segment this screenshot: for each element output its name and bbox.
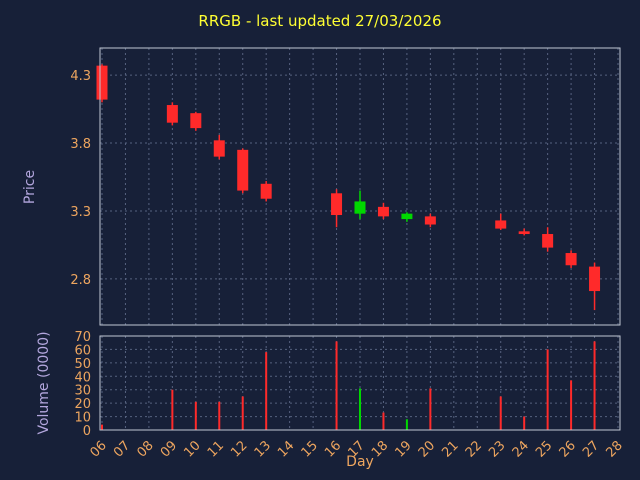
- day-tick-label: 25: [533, 438, 555, 460]
- day-tick-label: 27: [580, 438, 602, 460]
- day-tick-label: 15: [299, 438, 321, 460]
- day-tick-label: 13: [252, 438, 274, 460]
- day-tick-label: 16: [322, 438, 344, 460]
- volume-tick-label: 50: [74, 357, 91, 372]
- chart-title: RRGB - last updated 27/03/2026: [198, 12, 442, 30]
- volume-tick-label: 20: [74, 397, 91, 412]
- day-tick-label: 10: [181, 438, 203, 460]
- volume-tick-label: 40: [74, 370, 91, 385]
- volume-tick-label: 70: [74, 330, 91, 345]
- day-tick-label: 09: [158, 438, 180, 460]
- day-tick-label: 24: [510, 438, 532, 460]
- volume-tick-label: 0: [83, 424, 91, 439]
- volume-tick-label: 10: [74, 411, 91, 426]
- price-axis-label: Price: [22, 170, 38, 204]
- volume-tick-label: 60: [74, 343, 91, 358]
- day-tick-label: 21: [439, 438, 461, 460]
- day-tick-label: 14: [275, 438, 297, 460]
- price-tick-label: 4.3: [70, 69, 91, 84]
- day-tick-label: 08: [134, 438, 156, 460]
- price-tick-label: 3.8: [70, 137, 91, 152]
- day-tick-label: 06: [88, 438, 110, 460]
- day-tick-label: 19: [392, 438, 414, 460]
- day-axis-label: Day: [346, 454, 374, 470]
- volume-axis-label: Volume (0000): [36, 331, 52, 434]
- day-tick-label: 22: [463, 438, 485, 460]
- day-tick-label: 12: [228, 438, 250, 460]
- day-tick-label: 28: [604, 438, 626, 460]
- volume-tick-label: 30: [74, 384, 91, 399]
- day-tick-label: 20: [416, 438, 438, 460]
- day-tick-label: 11: [205, 438, 227, 460]
- day-tick-label: 26: [557, 438, 579, 460]
- day-tick-label: 23: [486, 438, 508, 460]
- day-tick-label: 07: [111, 438, 133, 460]
- price-tick-label: 3.3: [70, 205, 91, 220]
- price-tick-label: 2.8: [70, 273, 91, 288]
